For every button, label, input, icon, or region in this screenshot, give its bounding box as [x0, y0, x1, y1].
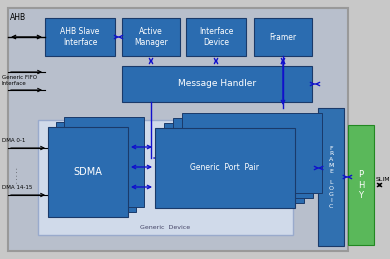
Bar [45, 18, 115, 56]
Text: · · · · ·: · · · · · [15, 167, 20, 183]
Bar [48, 127, 128, 217]
Bar [182, 113, 322, 193]
Text: AHB Slave
Interface: AHB Slave Interface [60, 27, 100, 47]
Text: SDMA: SDMA [74, 167, 103, 177]
Text: Generic  Port  Pair: Generic Port Pair [190, 163, 259, 172]
Bar [122, 66, 312, 102]
Text: DMA 14-15: DMA 14-15 [2, 185, 32, 190]
Text: F
R
A
M
E
 
L
O
G
I
C: F R A M E L O G I C [328, 146, 334, 208]
Bar [173, 118, 313, 198]
Bar [64, 117, 144, 207]
Bar [56, 122, 136, 212]
Bar [38, 120, 293, 235]
Text: Generic  Device: Generic Device [140, 225, 191, 230]
Bar [254, 18, 312, 56]
Text: Active
Manager: Active Manager [134, 27, 168, 47]
Text: SLIMbus: SLIMbus [376, 177, 390, 182]
Text: Message Handler: Message Handler [178, 80, 256, 89]
Text: Interface
Device: Interface Device [199, 27, 233, 47]
Bar [186, 18, 246, 56]
Bar [164, 123, 304, 203]
Text: DMA 0-1: DMA 0-1 [2, 138, 25, 143]
Bar [122, 18, 180, 56]
Text: AHB: AHB [10, 13, 26, 22]
Text: Generic FIFO
Interface: Generic FIFO Interface [2, 75, 37, 86]
Bar [348, 125, 374, 245]
Bar [8, 8, 348, 251]
Bar [318, 108, 344, 246]
Bar [155, 128, 295, 208]
Text: P
H
Y: P H Y [358, 170, 364, 200]
Text: Framer: Framer [269, 32, 296, 41]
